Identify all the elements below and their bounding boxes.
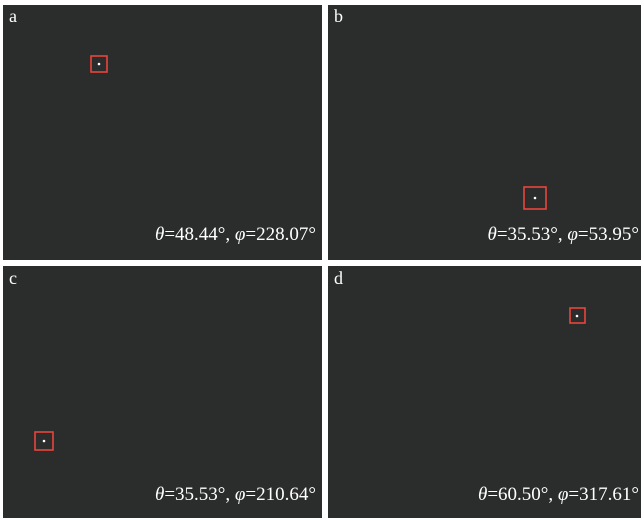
caption: θ=48.44°, φ=228.07°: [155, 224, 316, 245]
panel-b: [328, 5, 641, 260]
panel-d: [328, 266, 641, 518]
value: =53.95°: [578, 224, 639, 245]
caption: θ=60.50°, φ=317.61°: [478, 484, 639, 505]
value: =60.50°,: [487, 484, 558, 505]
symbol: φ: [235, 484, 246, 505]
caption: θ=35.53°, φ=53.95°: [487, 224, 639, 245]
source-dot: [534, 197, 537, 200]
symbol: θ: [155, 484, 164, 505]
value: =48.44°,: [164, 224, 235, 245]
caption: θ=35.53°, φ=210.64°: [155, 484, 316, 505]
value: =35.53°,: [164, 484, 235, 505]
panel-c: [3, 266, 322, 518]
source-dot: [98, 63, 101, 66]
symbol: φ: [235, 224, 246, 245]
figure: a b c d θ=48.44°, φ=228.07° θ=35.53°, φ=…: [0, 0, 643, 522]
symbol: φ: [567, 224, 578, 245]
value: =35.53°,: [497, 224, 568, 245]
value: =228.07°: [245, 224, 316, 245]
value: =210.64°: [245, 484, 316, 505]
panel-label: a: [9, 6, 17, 26]
symbol: θ: [487, 224, 496, 245]
panel-label: b: [334, 6, 343, 26]
panel-label: d: [334, 268, 343, 288]
symbol: φ: [558, 484, 569, 505]
value: =317.61°: [568, 484, 639, 505]
source-dot: [576, 315, 579, 318]
symbol: θ: [478, 484, 487, 505]
source-dot: [43, 440, 46, 443]
panel-a: [3, 5, 322, 260]
panel-label: c: [9, 268, 17, 288]
symbol: θ: [155, 224, 164, 245]
